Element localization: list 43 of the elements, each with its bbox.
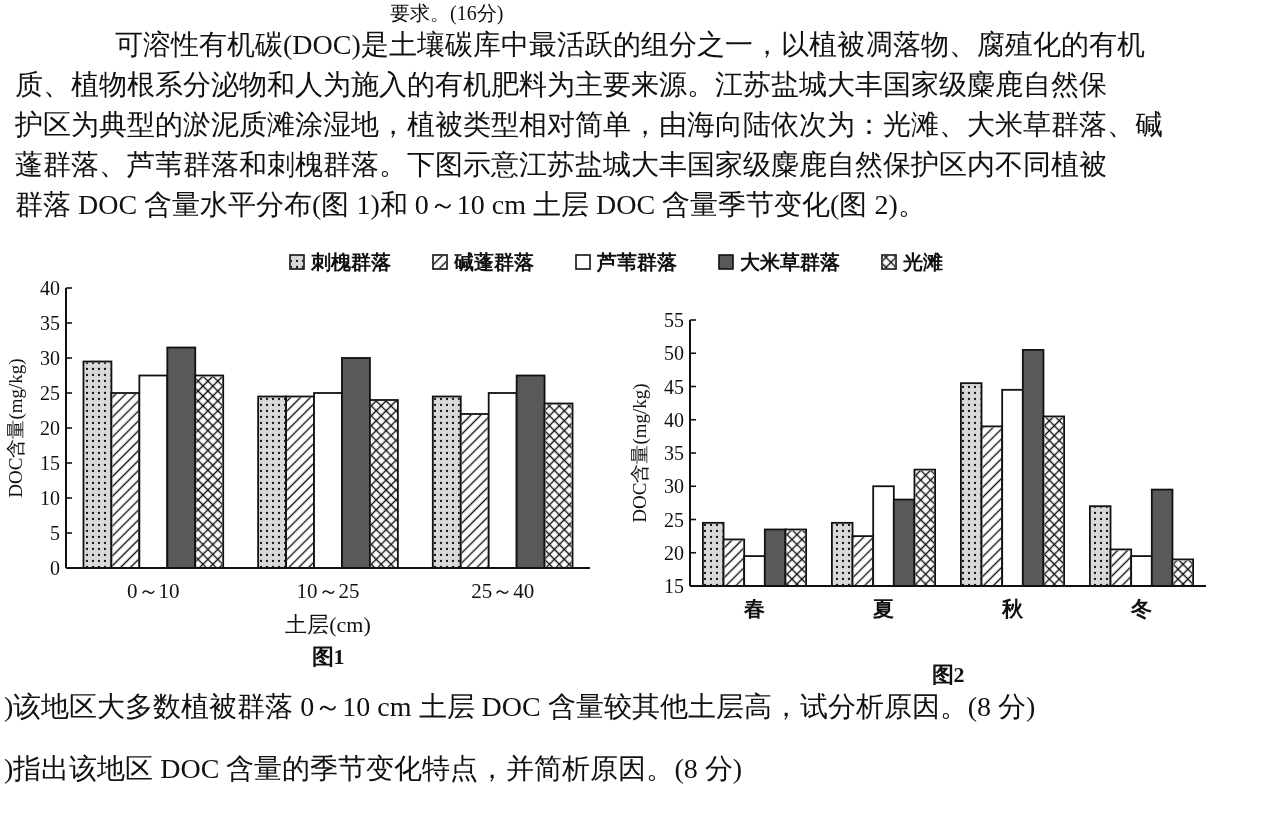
x-tick-label: 春 xyxy=(743,597,765,621)
x-tick-label: 0～10 xyxy=(127,579,180,603)
y-tick-label: 5 xyxy=(50,522,60,544)
y-tick-label: 35 xyxy=(664,442,684,464)
x-tick-label: 秋 xyxy=(1001,597,1024,621)
y-tick-label: 25 xyxy=(40,382,60,404)
x-tick-label: 10～25 xyxy=(296,579,360,603)
y-axis-title: DOC含量(mg/kg) xyxy=(5,358,27,498)
x-tick-label: 25～40 xyxy=(471,579,535,603)
legend-label: 大米草群落 xyxy=(740,251,840,273)
text: 质、植物根系分泌物和人为施入的有机肥料为主要来源。江苏盐城大丰国家级麋鹿自然保 xyxy=(15,69,1107,100)
legend-label: 光滩 xyxy=(902,251,943,273)
y-tick-label: 15 xyxy=(40,452,60,474)
x-tick-label: 夏 xyxy=(872,597,894,621)
y-tick-label: 50 xyxy=(664,342,684,365)
y-tick-label: 25 xyxy=(664,508,684,531)
y-tick-label: 0 xyxy=(50,557,60,579)
text: 群落 DOC 含量水平分布(图 1)和 0～10 cm 土层 DOC 含量季节变化(图 2)。 xyxy=(15,189,926,220)
text: 图2 xyxy=(931,662,965,687)
text: 蓬群落、芦苇群落和刺槐群落。下图示意江苏盐城大丰国家级麋鹿自然保护区内不同植被 xyxy=(15,149,1107,180)
y-tick-label: 35 xyxy=(40,312,60,334)
y-tick-label: 20 xyxy=(664,541,684,564)
text: 图1 xyxy=(311,644,345,669)
text: 要求。(16分) xyxy=(390,2,504,25)
y-tick-label: 15 xyxy=(664,575,684,597)
x-axis-title: 土层(cm) xyxy=(285,612,371,637)
y-tick-label: 40 xyxy=(40,277,60,299)
y-tick-label: 30 xyxy=(664,475,684,498)
y-tick-label: 55 xyxy=(664,309,684,331)
y-tick-label: 40 xyxy=(664,408,684,431)
y-tick-label: 45 xyxy=(664,375,684,398)
text: )指出该地区 DOC 含量的季节变化特点，并简析原因。(8 分) xyxy=(4,753,743,784)
legend-label: 刺槐群落 xyxy=(310,251,391,273)
legend-label: 碱蓬群落 xyxy=(453,251,534,273)
y-tick-label: 10 xyxy=(40,487,60,509)
y-axis-title: DOC含量(mg/kg) xyxy=(629,383,651,523)
y-tick-label: 20 xyxy=(40,417,60,439)
x-tick-label: 冬 xyxy=(1130,597,1152,621)
y-tick-label: 30 xyxy=(40,347,60,369)
legend-label: 芦苇群落 xyxy=(596,251,677,273)
text: 护区为典型的淤泥质滩涂湿地，植被类型相对简单，由海向陆依次为：光滩、大米草群落、碱 xyxy=(14,109,1163,140)
text: 可溶性有机碳(DOC)是土壤碳库中最活跃的组分之一，以植被凋落物、腐殖化的有机 xyxy=(115,29,1145,60)
text: )该地区大多数植被群落 0～10 cm 土层 DOC 含量较其他土层高，试分析原因。(8 分) xyxy=(4,691,1036,722)
